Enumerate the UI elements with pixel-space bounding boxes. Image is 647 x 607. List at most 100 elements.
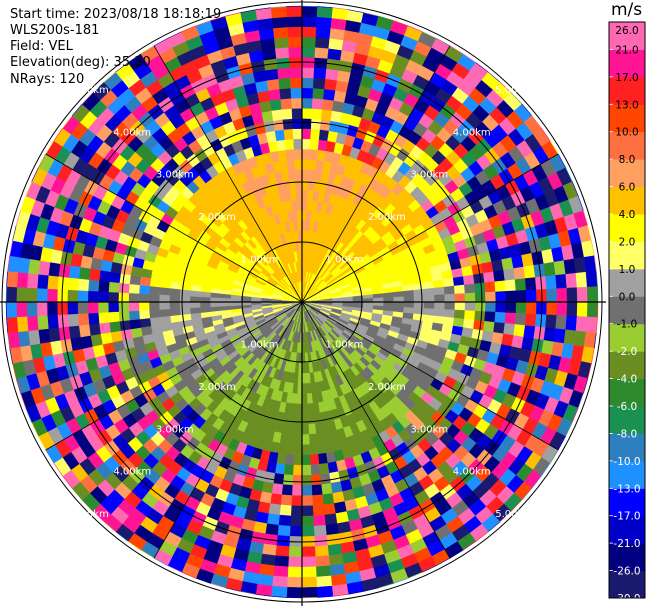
- range-gate: [290, 505, 303, 517]
- range-gate: [6, 316, 19, 334]
- range-gate: [546, 301, 558, 316]
- range-gate: [27, 258, 41, 275]
- range-ring-label: 3.00km: [156, 170, 194, 181]
- range-gate: [286, 5, 303, 18]
- colorbar-tick-label: 26.0: [615, 25, 638, 37]
- range-gate: [296, 199, 303, 211]
- range-gate: [301, 556, 317, 568]
- range-gate: [301, 474, 312, 486]
- range-gate: [474, 292, 486, 303]
- range-gate: [290, 77, 303, 89]
- range-gate: [296, 393, 303, 405]
- range-gate: [327, 48, 343, 61]
- range-gate: [128, 310, 140, 321]
- range-gate: [553, 260, 566, 276]
- range-gate: [312, 504, 325, 517]
- range-gate: [16, 301, 28, 318]
- range-gate: [138, 293, 150, 303]
- colorbar-swatch: [609, 515, 645, 544]
- range-gate: [276, 139, 287, 152]
- range-gate: [565, 272, 578, 289]
- range-gate: [169, 301, 181, 310]
- range-gate: [138, 284, 151, 295]
- range-gate: [282, 474, 294, 486]
- range-gate: [169, 314, 182, 323]
- range-gate: [295, 189, 303, 201]
- range-gate: [291, 107, 303, 119]
- range-gate: [301, 138, 311, 150]
- range-gate: [444, 301, 456, 311]
- range-gate: [310, 128, 321, 140]
- range-gate: [120, 328, 133, 341]
- nrays-text: NRays: 120: [10, 72, 85, 87]
- range-gate: [301, 5, 318, 18]
- range-gate: [324, 78, 338, 91]
- range-gate: [434, 294, 446, 303]
- range-gate: [257, 17, 274, 31]
- range-gate: [311, 98, 324, 110]
- range-gate: [314, 47, 329, 59]
- range-gate: [320, 483, 333, 495]
- range-gate: [26, 287, 38, 303]
- range-gate: [189, 295, 201, 303]
- range-gate: [301, 444, 311, 456]
- range-gate: [220, 301, 231, 307]
- range-gate: [77, 301, 89, 314]
- range-gate: [301, 515, 314, 527]
- range-gate: [372, 293, 384, 299]
- range-gate: [483, 320, 495, 333]
- range-gate: [503, 323, 516, 336]
- range-gate: [485, 291, 497, 303]
- range-gate: [505, 301, 517, 314]
- range-gate: [576, 301, 588, 318]
- range-gate: [279, 87, 292, 100]
- range-gate: [36, 301, 48, 317]
- range-gate: [330, 573, 347, 587]
- range-gate: [258, 27, 275, 41]
- colorbar-tick-label: -30.0: [613, 593, 640, 605]
- range-gate: [107, 301, 119, 313]
- range-gate: [453, 309, 466, 320]
- range-gate: [88, 323, 101, 336]
- azimuth-line: [153, 45, 303, 303]
- range-gate: [108, 281, 120, 293]
- range-gate: [301, 464, 312, 476]
- range-gate: [454, 293, 466, 303]
- range-gate: [48, 327, 61, 343]
- colorbar-tick-label: -13.0: [613, 483, 640, 495]
- range-gate: [265, 68, 279, 81]
- range-gate: [275, 47, 290, 59]
- range-gate: [319, 119, 331, 131]
- range-gate: [287, 169, 296, 181]
- range-gate: [287, 36, 303, 48]
- range-gate: [393, 291, 405, 298]
- range-gate: [87, 279, 100, 292]
- range-gate: [504, 312, 517, 325]
- range-gate: [471, 263, 484, 276]
- range-gate: [423, 301, 435, 310]
- range-gate: [484, 311, 496, 323]
- range-gate: [316, 6, 334, 19]
- range-gate: [575, 316, 588, 333]
- range-gate: [301, 586, 318, 599]
- range-gate: [77, 278, 90, 292]
- range-gate: [109, 320, 121, 333]
- range-gate: [543, 327, 556, 343]
- range-ring-labels: 1.00km 1.00km 1.00km 1.00km 2.00km 2.00km 2.00…: [71, 85, 533, 520]
- range-gate: [543, 261, 556, 277]
- range-gate: [296, 209, 303, 221]
- range-gate: [329, 563, 346, 577]
- range-gate: [169, 294, 181, 303]
- range-gate: [260, 38, 276, 51]
- range-gate: [128, 292, 140, 303]
- range-gate: [307, 403, 314, 415]
- colorbar-swatch: [609, 131, 645, 160]
- range-gate: [319, 473, 331, 485]
- azimuth-line: [301, 301, 451, 559]
- range-gate: [473, 273, 485, 285]
- range-gate: [563, 258, 577, 275]
- range-gate: [301, 546, 316, 558]
- range-gate: [454, 301, 466, 311]
- range-gate: [474, 310, 486, 322]
